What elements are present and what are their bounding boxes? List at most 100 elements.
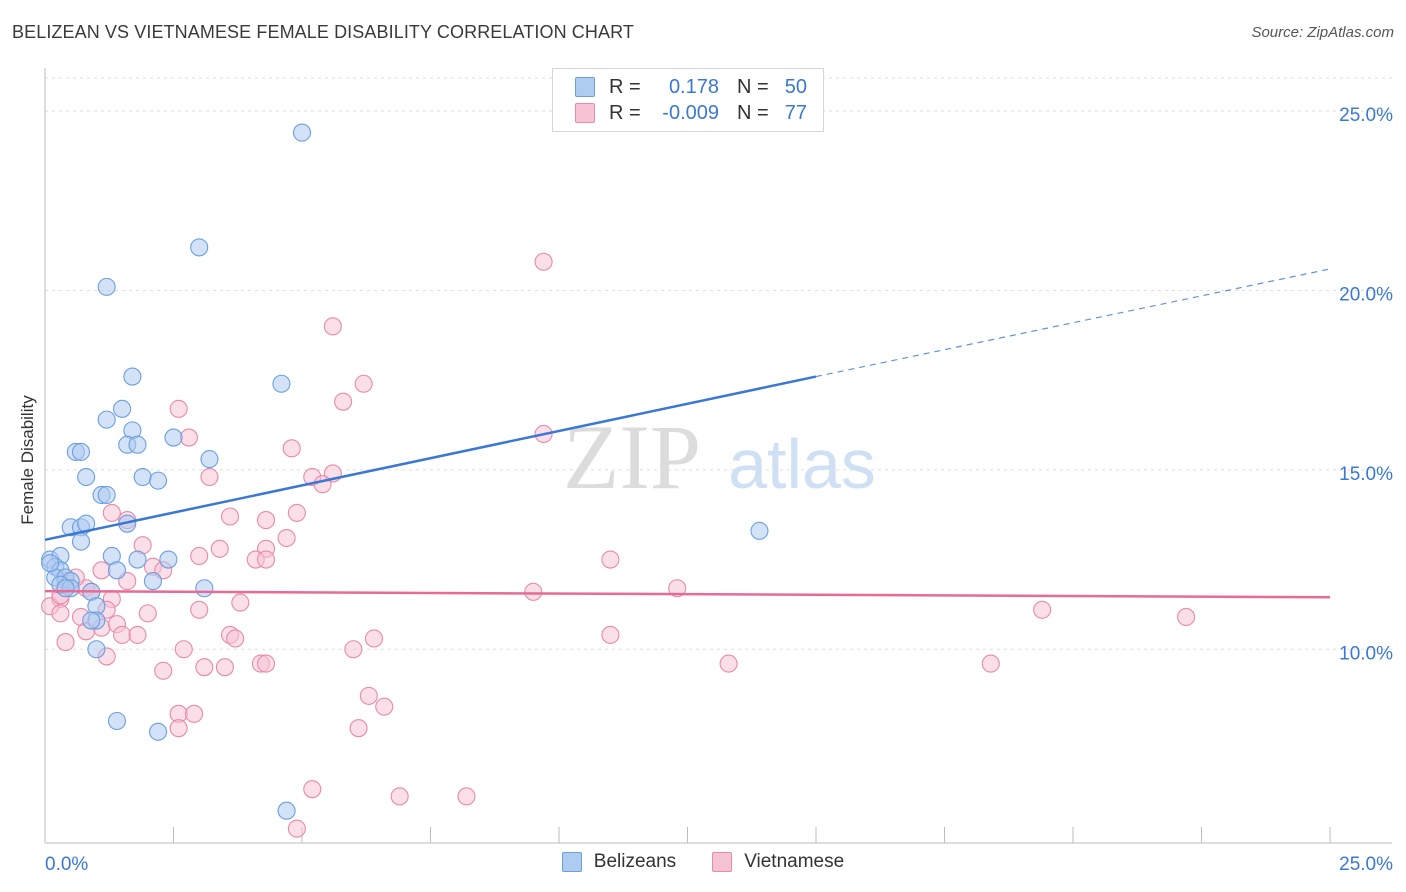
x-tick-label: 0.0% [45, 854, 88, 875]
belizean-trend-line [44, 375, 817, 542]
belizean-point [149, 471, 168, 490]
legend-swatch-vietnamese [712, 852, 733, 872]
legend-n-value: 50 [784, 75, 807, 98]
legend-label-belizeans: Belizeans [593, 851, 677, 872]
belizean-point [272, 374, 291, 393]
vietnamese-point [287, 503, 306, 522]
legend-row-belizeans: R = 0.178 N = 50 [575, 74, 807, 100]
belizean-point [56, 579, 75, 598]
vietnamese-point [128, 625, 147, 644]
vietnamese-point [364, 629, 384, 648]
vietnamese-point [190, 600, 209, 619]
belizean-point [97, 277, 116, 296]
vietnamese-point [981, 654, 1000, 673]
vietnamese-point [185, 704, 204, 723]
vietnamese-point [154, 661, 173, 680]
legend-r-value: 0.178 [668, 75, 719, 98]
vietnamese-point [179, 428, 198, 447]
vietnamese-point [102, 503, 121, 522]
vietnamese-point [256, 654, 276, 673]
vietnamese-point [282, 439, 301, 458]
vietnamese-point [524, 582, 543, 601]
vietnamese-point [174, 640, 193, 659]
y-tick-label: 25.0% [1339, 105, 1393, 126]
series-legend: Belizeans Vietnamese [0, 851, 1406, 873]
belizean-point [164, 428, 183, 447]
legend-r-label: R = [609, 75, 641, 98]
gridlines [45, 77, 1392, 650]
vietnamese-point [56, 633, 75, 652]
vietnamese-point [92, 561, 111, 580]
vietnamese-point [349, 719, 368, 738]
legend-swatch-belizeans [561, 852, 582, 872]
vietnamese-point [601, 550, 620, 569]
vietnamese-point [375, 697, 394, 716]
vietnamese-trend-line [44, 589, 1331, 599]
watermark: ZIP atlas [563, 406, 876, 508]
chart-title: BELIZEAN VS VIETNAMESE FEMALE DISABILITY… [12, 22, 634, 42]
belizean-trend-extension [815, 268, 1331, 378]
legend-item-vietnamese[interactable]: Vietnamese [712, 851, 844, 873]
belizean-point [71, 442, 91, 461]
legend-swatch-belizeans [575, 77, 595, 97]
vietnamese-points [41, 252, 1196, 838]
belizean-point [128, 550, 147, 569]
belizean-point [123, 367, 142, 386]
belizean-point [128, 435, 147, 454]
vietnamese-point [169, 399, 188, 418]
vietnamese-point [1033, 600, 1052, 619]
belizean-point [71, 532, 91, 551]
vietnamese-point [334, 392, 353, 411]
trend-lines [44, 268, 1331, 599]
source-label: Source: ZipAtlas.com [1251, 24, 1394, 41]
belizean-point [292, 123, 312, 142]
vietnamese-point [534, 252, 553, 271]
belizean-point [195, 579, 214, 598]
vietnamese-point [231, 593, 250, 612]
belizean-point [143, 572, 162, 591]
correlation-legend: R = 0.178 N = 50 R = -0.009 N = 77 [552, 68, 824, 132]
belizean-point [107, 561, 127, 580]
vietnamese-point [256, 511, 276, 530]
vietnamese-point [601, 625, 620, 644]
vietnamese-point [344, 640, 363, 659]
watermark-zip: ZIP [563, 406, 701, 508]
belizean-point [97, 410, 116, 429]
vietnamese-point [313, 475, 332, 494]
vietnamese-point [113, 625, 132, 644]
vietnamese-point [190, 546, 209, 566]
belizean-point [97, 485, 116, 505]
y-tick-label: 20.0% [1339, 284, 1393, 305]
legend-item-belizeans[interactable]: Belizeans [561, 851, 677, 873]
belizean-point [87, 640, 106, 659]
belizean-point [277, 801, 296, 820]
legend-r-label: R = [609, 101, 641, 124]
belizean-point [149, 722, 168, 741]
vietnamese-point [1177, 607, 1196, 627]
belizean-point [82, 611, 101, 630]
belizean-point [200, 450, 219, 469]
vietnamese-point [719, 654, 738, 673]
vietnamese-point [287, 819, 306, 838]
legend-n-value: 77 [784, 101, 807, 124]
belizean-point [41, 554, 60, 573]
vietnamese-point [277, 528, 296, 548]
vietnamese-point [359, 686, 378, 705]
vietnamese-point [51, 604, 70, 623]
vietnamese-point [457, 787, 476, 806]
vietnamese-point [226, 629, 245, 648]
axes [44, 68, 1392, 844]
vietnamese-point [169, 719, 188, 738]
vietnamese-point [215, 658, 234, 677]
belizean-point [77, 467, 96, 487]
watermark-atlas: atlas [728, 425, 876, 503]
belizean-point [113, 399, 132, 418]
vietnamese-point [303, 780, 322, 799]
belizean-point [133, 467, 152, 487]
y-tick-label: 10.0% [1339, 643, 1393, 664]
vietnamese-point [354, 374, 373, 393]
vietnamese-point [138, 604, 157, 623]
vietnamese-point [200, 467, 219, 487]
vietnamese-point [195, 658, 214, 677]
